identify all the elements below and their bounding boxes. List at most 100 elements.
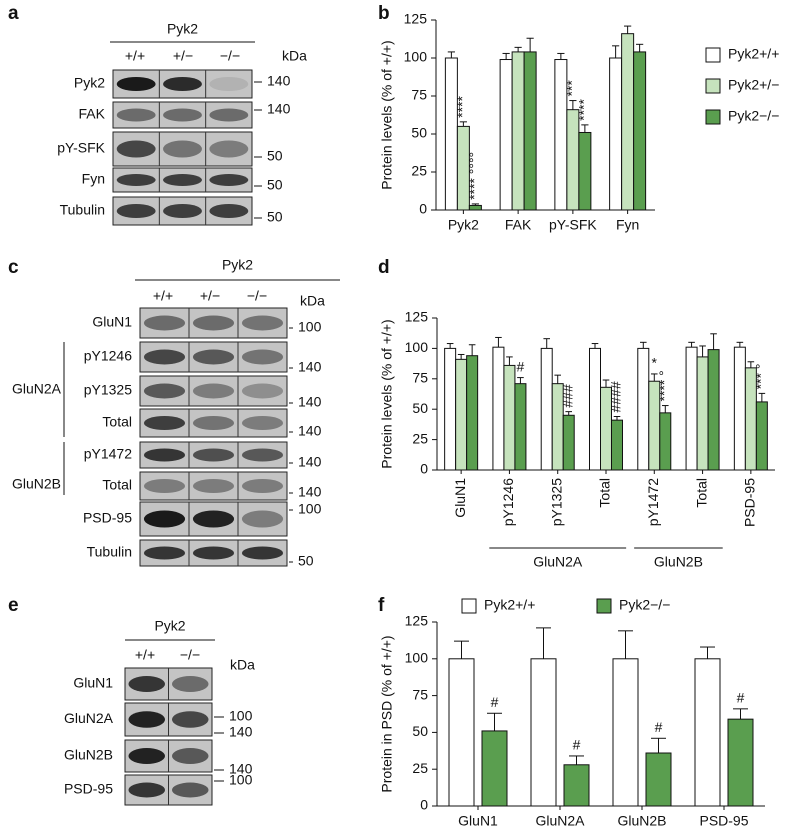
blot-band xyxy=(128,711,166,728)
row-label: PSD-95 xyxy=(83,510,132,526)
marker-label: 140 xyxy=(298,423,322,439)
row-label: Tubulin xyxy=(87,544,132,560)
blot-band xyxy=(128,748,166,764)
lane-label: +/+ xyxy=(135,647,155,663)
bar xyxy=(466,355,479,471)
y-tick-label: 50 xyxy=(412,723,428,739)
lane-label: −/− xyxy=(220,48,240,64)
blot-band xyxy=(171,748,209,764)
blot-band xyxy=(241,349,284,365)
blot-band xyxy=(163,204,202,218)
legend-swatch xyxy=(705,78,721,94)
marker-label: 50 xyxy=(267,177,283,193)
y-tick-label: 25 xyxy=(412,430,428,446)
bar xyxy=(612,658,639,807)
marker-label: 100 xyxy=(229,708,253,724)
blot-band xyxy=(241,546,284,560)
significance: # xyxy=(491,694,499,710)
legend-label: Pyk2+/+ xyxy=(728,46,779,62)
blot-band xyxy=(116,204,156,218)
row-label: pY1472 xyxy=(84,446,132,462)
y-tick-label: 50 xyxy=(412,400,428,416)
marker-label: 140 xyxy=(298,484,322,500)
bar xyxy=(685,346,698,471)
blot-image xyxy=(139,471,288,501)
y-axis-label: Protein levels (% of +/+) xyxy=(379,40,395,189)
marker-label: 100 xyxy=(298,319,322,335)
panel-label: f xyxy=(378,595,385,616)
bar xyxy=(448,658,475,807)
blot-band xyxy=(128,676,166,692)
row-label: Total xyxy=(102,477,132,493)
row-label: GluN1 xyxy=(92,314,132,330)
x-tick-label: GluN2B xyxy=(617,813,666,829)
blot-band xyxy=(143,315,186,331)
section-label: GluN2A xyxy=(12,381,62,397)
x-tick-label: Fyn xyxy=(616,217,639,233)
bar xyxy=(611,419,623,471)
blot-band xyxy=(241,479,284,493)
section-label: GluN2B xyxy=(12,476,61,492)
significance: # xyxy=(655,719,663,735)
row-label: PSD-95 xyxy=(64,781,113,797)
y-tick-label: 100 xyxy=(405,339,429,355)
row-label: pY1246 xyxy=(84,348,132,364)
y-tick-label: 75 xyxy=(411,87,427,103)
row-label: Tubulin xyxy=(60,202,105,218)
bar xyxy=(727,718,754,807)
blot-band xyxy=(116,140,156,158)
row-label: pY1325 xyxy=(84,382,132,398)
panel-label: e xyxy=(8,595,19,616)
blot-band xyxy=(143,349,186,365)
row-label: GluN2A xyxy=(64,710,114,726)
bar xyxy=(562,414,575,471)
blot-band xyxy=(116,108,156,122)
unit-label: kDa xyxy=(300,293,325,309)
marker-label: 140 xyxy=(229,761,253,777)
bar xyxy=(637,347,650,471)
row-label: FAK xyxy=(79,106,106,122)
marker-label: 140 xyxy=(229,724,253,740)
legend-label: Pyk2−/− xyxy=(619,597,670,613)
unit-label: kDa xyxy=(230,657,255,673)
significance: ### xyxy=(559,384,575,408)
blot-band xyxy=(163,77,202,91)
x-tick-label: Pyk2 xyxy=(448,217,479,233)
marker-label: 50 xyxy=(267,209,283,225)
y-axis-label: Protein in PSD (% of +/+) xyxy=(379,635,395,792)
bar xyxy=(633,51,647,211)
legend-label: Pyk2−/− xyxy=(728,108,779,124)
significance: *** xyxy=(564,80,580,97)
bar xyxy=(755,401,768,471)
blot-band xyxy=(116,174,156,186)
significance: **** xyxy=(576,99,592,121)
lane-label: −/− xyxy=(247,288,267,304)
y-tick-label: 125 xyxy=(404,11,428,27)
blot-group: Pyk2 xyxy=(167,21,198,37)
blot-band xyxy=(192,315,235,331)
marker-label: 140 xyxy=(298,359,322,375)
legend-swatch xyxy=(705,109,721,125)
marker-label: 50 xyxy=(298,553,314,569)
marker-label: 140 xyxy=(267,73,291,89)
y-tick-label: 100 xyxy=(405,650,429,666)
x-tick-label: pY1325 xyxy=(548,478,564,526)
blot-band xyxy=(116,77,156,91)
panel-label: b xyxy=(378,3,390,24)
blot-band xyxy=(143,448,186,462)
unit-label: kDa xyxy=(282,48,307,64)
blot-band xyxy=(163,174,202,186)
bar xyxy=(645,752,672,807)
blot-band xyxy=(171,782,209,798)
blot-band xyxy=(209,140,249,158)
significance: # xyxy=(573,737,581,753)
y-tick-label: 0 xyxy=(420,461,428,477)
significance: # xyxy=(737,690,745,706)
significance: **** °°°° xyxy=(466,152,482,200)
blot-band xyxy=(192,349,235,365)
bar xyxy=(444,57,458,211)
bar xyxy=(523,51,537,211)
panel-label: a xyxy=(8,3,19,24)
